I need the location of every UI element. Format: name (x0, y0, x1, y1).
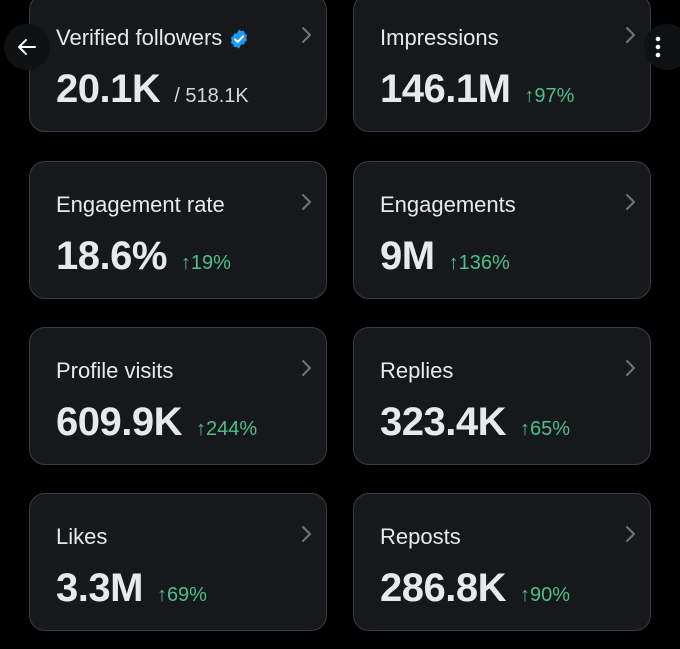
card-title: Impressions (380, 25, 499, 50)
card-reposts[interactable]: Reposts 286.8K ↑90% (353, 493, 651, 631)
card-engagement-rate[interactable]: Engagement rate 18.6% ↑19% (29, 161, 327, 299)
metric-total: / 518.1K (174, 85, 249, 107)
metric-value: 3.3M (56, 566, 143, 610)
card-title: Engagements (380, 192, 516, 217)
value-row: 20.1K / 518.1K (56, 67, 249, 112)
card-title: Engagement rate (56, 192, 225, 217)
value-row: 3.3M ↑69% (56, 566, 207, 611)
metric-value: 20.1K (56, 67, 161, 111)
metric-delta: ↑19% (180, 252, 231, 274)
chevron-right-icon (302, 526, 311, 542)
chevron-right-icon (626, 526, 635, 542)
card-title: Likes (56, 524, 108, 549)
card-likes[interactable]: Likes 3.3M ↑69% (29, 493, 327, 631)
vertical-ellipsis-icon (655, 36, 661, 58)
verified-badge-icon (231, 29, 248, 49)
card-impressions[interactable]: Impressions 146.1M ↑97% (353, 0, 651, 132)
card-title: Verified followers (56, 25, 223, 50)
metric-value: 18.6% (56, 234, 167, 278)
card-replies[interactable]: Replies 323.4K ↑65% (353, 327, 651, 465)
card-verified-followers[interactable]: Verified followers 20.1K / 518.1K (29, 0, 327, 132)
chevron-right-icon (626, 360, 635, 376)
metric-delta: ↑90% (519, 584, 571, 606)
chevron-right-icon (626, 194, 635, 210)
metric-value: 146.1M (380, 67, 511, 111)
chevron-right-icon (626, 27, 635, 43)
chevron-right-icon (302, 194, 311, 210)
metric-value: 609.9K (56, 400, 182, 444)
metric-value: 9M (380, 234, 435, 278)
value-row: 146.1M ↑97% (380, 67, 574, 112)
metric-delta: ↑97% (524, 85, 575, 107)
card-title: Replies (380, 358, 454, 383)
metric-value: 286.8K (380, 566, 506, 610)
card-title: Profile visits (56, 358, 174, 383)
chevron-right-icon (302, 360, 311, 376)
value-row: 18.6% ↑19% (56, 234, 231, 279)
metric-delta: ↑244% (195, 418, 258, 440)
card-engagements[interactable]: Engagements 9M ↑136% (353, 161, 651, 299)
card-title: Reposts (380, 524, 461, 549)
metric-delta: ↑69% (156, 584, 207, 606)
chevron-right-icon (302, 27, 311, 43)
value-row: 323.4K ↑65% (380, 400, 570, 445)
metric-value: 323.4K (380, 400, 506, 444)
value-row: 9M ↑136% (380, 234, 510, 279)
value-row: 609.9K ↑244% (56, 400, 257, 445)
metric-delta: ↑65% (519, 418, 571, 440)
more-options-button[interactable] (644, 24, 680, 70)
value-row: 286.8K ↑90% (380, 566, 570, 611)
arrow-left-icon (18, 39, 36, 55)
back-button[interactable] (4, 24, 50, 70)
card-title-wrap: Verified followers (56, 25, 250, 51)
metric-delta: ↑136% (448, 252, 510, 274)
card-profile-visits[interactable]: Profile visits 609.9K ↑244% (29, 327, 327, 465)
